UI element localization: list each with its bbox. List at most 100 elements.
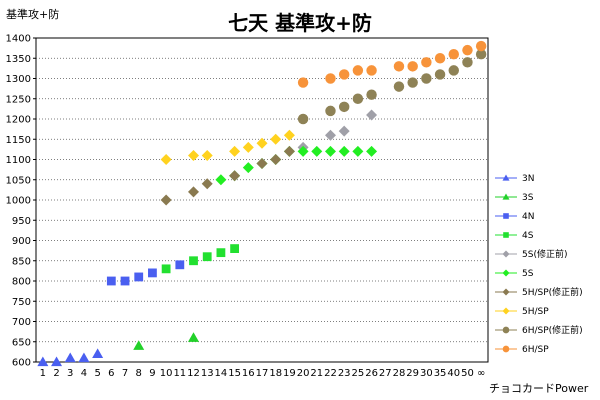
legend-label: 3N	[522, 174, 534, 184]
x-tick-label: 26	[365, 368, 378, 379]
data-point	[297, 145, 309, 157]
data-point	[230, 244, 240, 253]
data-point	[393, 81, 405, 92]
x-tick-label: 29	[406, 368, 419, 379]
x-tick-label: 20	[297, 368, 310, 379]
data-point	[297, 77, 309, 88]
data-point	[229, 170, 241, 182]
data-point	[270, 133, 282, 145]
x-tick-label: 15	[228, 368, 241, 379]
y-tick-label: 600	[12, 358, 31, 369]
legend-marker	[503, 232, 509, 238]
data-point	[37, 356, 49, 367]
data-point	[229, 145, 241, 157]
data-point	[434, 69, 446, 80]
legend-label: 3S	[522, 193, 534, 203]
y-tick-label: 1100	[6, 155, 31, 166]
x-tick-label: 2	[53, 368, 59, 379]
x-tick-label: 1	[40, 368, 46, 379]
data-point	[475, 40, 487, 52]
y-tick-label: 700	[12, 317, 31, 328]
y-axis-label: 基準攻+防	[6, 7, 59, 21]
data-point	[120, 276, 130, 286]
legend-label: 5H/SP(修正前)	[522, 286, 583, 298]
legend-marker	[502, 174, 510, 181]
data-point	[462, 44, 473, 56]
data-point	[434, 53, 446, 64]
x-tick-label: 5	[94, 368, 100, 379]
data-point	[242, 141, 254, 153]
x-tick-label: 4	[81, 368, 87, 379]
legend-label: 5S(修正前)	[522, 248, 567, 260]
legend-marker	[502, 326, 510, 334]
data-point	[407, 77, 418, 88]
x-tick-label: 16	[242, 368, 255, 379]
legend-marker	[502, 345, 510, 353]
y-tick-label: 850	[12, 256, 31, 267]
x-tick-label: 17	[256, 368, 269, 379]
x-axis-label: チョコカードPower	[489, 382, 589, 395]
y-tick-label: 800	[12, 277, 31, 288]
legend-label: 4N	[522, 212, 534, 222]
data-point	[202, 252, 212, 262]
x-tick-label: 13	[201, 368, 214, 379]
data-point	[324, 129, 336, 141]
data-point	[188, 332, 200, 342]
legend-label: 6H/SP	[522, 345, 549, 355]
legend-label: 6H/SP(修正前)	[522, 324, 583, 336]
data-point	[188, 149, 200, 161]
legend-marker	[502, 288, 510, 296]
data-point	[256, 158, 268, 170]
data-point	[324, 145, 336, 157]
data-point	[421, 73, 432, 84]
x-tick-label: 22	[324, 368, 337, 379]
data-point	[448, 65, 459, 76]
x-tick-label: 28	[393, 368, 406, 379]
data-point	[325, 73, 336, 84]
x-tick-label: 27	[379, 368, 392, 379]
chart-title: 七天 基準攻+防	[228, 11, 372, 35]
legend-label: 4S	[522, 231, 534, 241]
data-point	[201, 178, 213, 190]
y-tick-label: 1250	[6, 94, 31, 105]
data-point	[256, 137, 268, 149]
data-point	[352, 65, 364, 76]
legend-label: 5S	[522, 269, 534, 279]
data-point	[201, 149, 213, 161]
data-point	[64, 352, 76, 363]
data-point	[352, 145, 364, 157]
x-tick-label: 8	[136, 368, 142, 379]
data-point	[297, 113, 309, 125]
data-point	[283, 129, 295, 141]
x-tick-label: 21	[310, 368, 323, 379]
y-tick-label: 1050	[6, 175, 31, 186]
data-point	[338, 145, 350, 157]
legend-marker	[502, 250, 510, 258]
x-tick-label: 11	[173, 368, 186, 379]
data-point	[215, 174, 227, 186]
data-point	[448, 48, 459, 60]
data-point	[366, 109, 378, 121]
data-point	[242, 162, 254, 174]
data-point	[270, 154, 282, 165]
y-tick-label: 750	[12, 297, 31, 308]
data-point	[366, 89, 377, 100]
data-point	[188, 186, 200, 198]
x-tick-label: 19	[283, 368, 296, 379]
data-point	[338, 101, 350, 113]
data-point	[311, 145, 323, 157]
data-point	[283, 145, 295, 157]
data-point	[78, 352, 90, 363]
data-point	[106, 276, 116, 286]
y-tick-label: 1000	[6, 196, 31, 207]
x-tick-label: 50	[461, 368, 474, 379]
data-point	[462, 57, 473, 68]
legend-marker	[502, 307, 510, 315]
legend-label: 5H/SP	[522, 307, 549, 317]
x-tick-label: 14	[215, 368, 228, 379]
y-tick-label: 1400	[6, 34, 31, 45]
data-point	[160, 194, 172, 206]
x-tick-label: 35	[434, 368, 447, 379]
data-point	[325, 105, 336, 117]
